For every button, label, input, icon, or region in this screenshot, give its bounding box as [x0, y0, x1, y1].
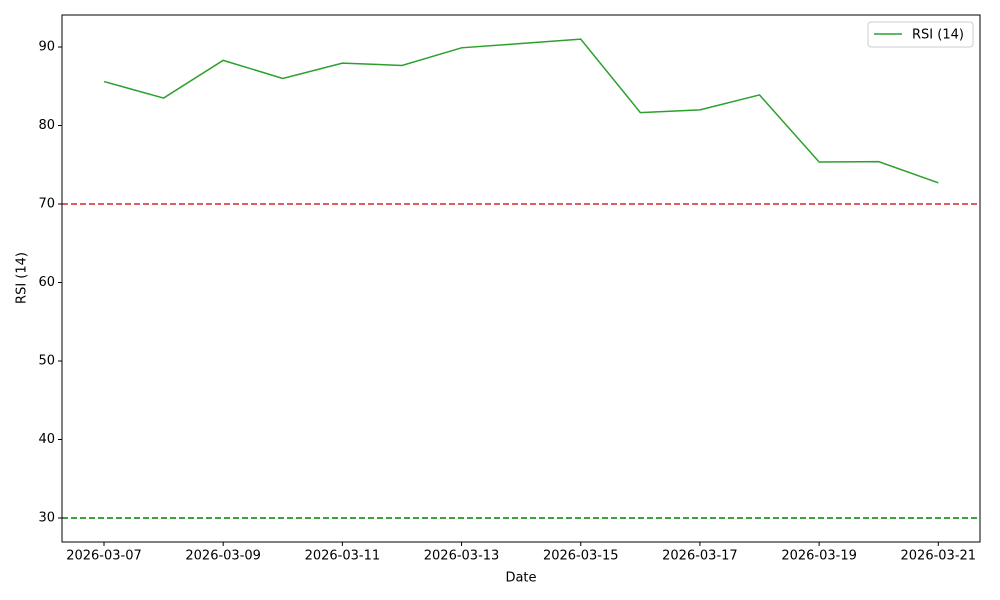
x-tick-label: 2026-03-07	[66, 549, 142, 564]
y-tick-label: 50	[38, 353, 55, 368]
x-tick-label: 2026-03-13	[424, 549, 500, 564]
y-tick-label: 80	[38, 118, 55, 133]
x-tick-label: 2026-03-17	[662, 549, 738, 564]
y-tick-label: 70	[38, 197, 55, 212]
y-tick-label: 40	[38, 432, 55, 447]
plot-frame	[61, 14, 981, 543]
legend-label: RSI (14)	[912, 28, 964, 43]
x-tick-label: 2026-03-15	[543, 549, 619, 564]
legend-box	[867, 21, 974, 48]
y-tick-label: 30	[38, 510, 55, 525]
y-tick-label: 60	[38, 275, 55, 290]
x-axis-label: Date	[505, 571, 536, 586]
x-tick-label: 2026-03-09	[185, 549, 261, 564]
x-tick-label: 2026-03-11	[305, 549, 381, 564]
y-tick-label: 90	[38, 40, 55, 55]
rsi-line	[103, 38, 939, 184]
x-tick-label: 2026-03-21	[901, 549, 977, 564]
x-tick-label: 2026-03-19	[781, 549, 857, 564]
y-axis-label: RSI (14)	[15, 252, 30, 304]
